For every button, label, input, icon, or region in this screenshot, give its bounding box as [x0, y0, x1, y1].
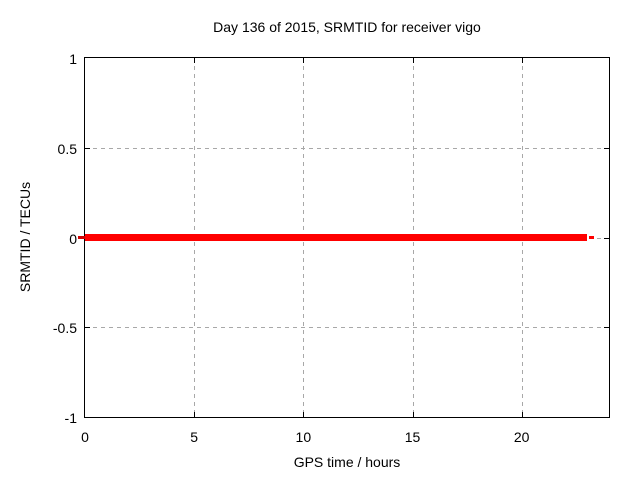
y-gridline — [85, 147, 609, 149]
x-tick-mark — [412, 412, 414, 417]
x-tick-mark — [194, 412, 196, 417]
y-tick-mark — [85, 147, 90, 149]
x-tick-mark — [521, 412, 523, 417]
y-tick-label: 0 — [69, 230, 77, 247]
plot-area — [78, 57, 610, 418]
chart-title: Day 136 of 2015, SRMTID for receiver vig… — [213, 19, 481, 35]
x-tick-mark — [521, 58, 523, 63]
x-tick-mark — [194, 58, 196, 63]
y-tick-label: 0.5 — [57, 140, 77, 157]
y-tick-mark — [604, 147, 609, 149]
x-tick-mark — [303, 58, 305, 63]
y-tick-label: -0.5 — [52, 320, 77, 337]
series-line-srmtid — [85, 234, 588, 241]
x-tick-mark — [303, 412, 305, 417]
series-line-left-cap — [78, 236, 85, 239]
x-tick-label: 10 — [295, 429, 312, 445]
y-tick-mark — [85, 327, 90, 329]
x-tick-label: 20 — [513, 429, 530, 445]
series-line-end-dash — [589, 236, 595, 239]
y-tick-label: 1 — [69, 51, 77, 67]
x-tick-label: 5 — [190, 429, 199, 445]
y-tick-mark — [604, 237, 609, 239]
x-tick-label: 15 — [404, 429, 421, 445]
y-gridline — [85, 327, 609, 329]
x-tick-mark — [412, 58, 414, 63]
x-axis-title: GPS time / hours — [293, 454, 401, 470]
x-tick-label: 0 — [81, 429, 89, 445]
y-tick-mark — [604, 327, 609, 329]
y-tick-label: -1 — [64, 410, 77, 426]
